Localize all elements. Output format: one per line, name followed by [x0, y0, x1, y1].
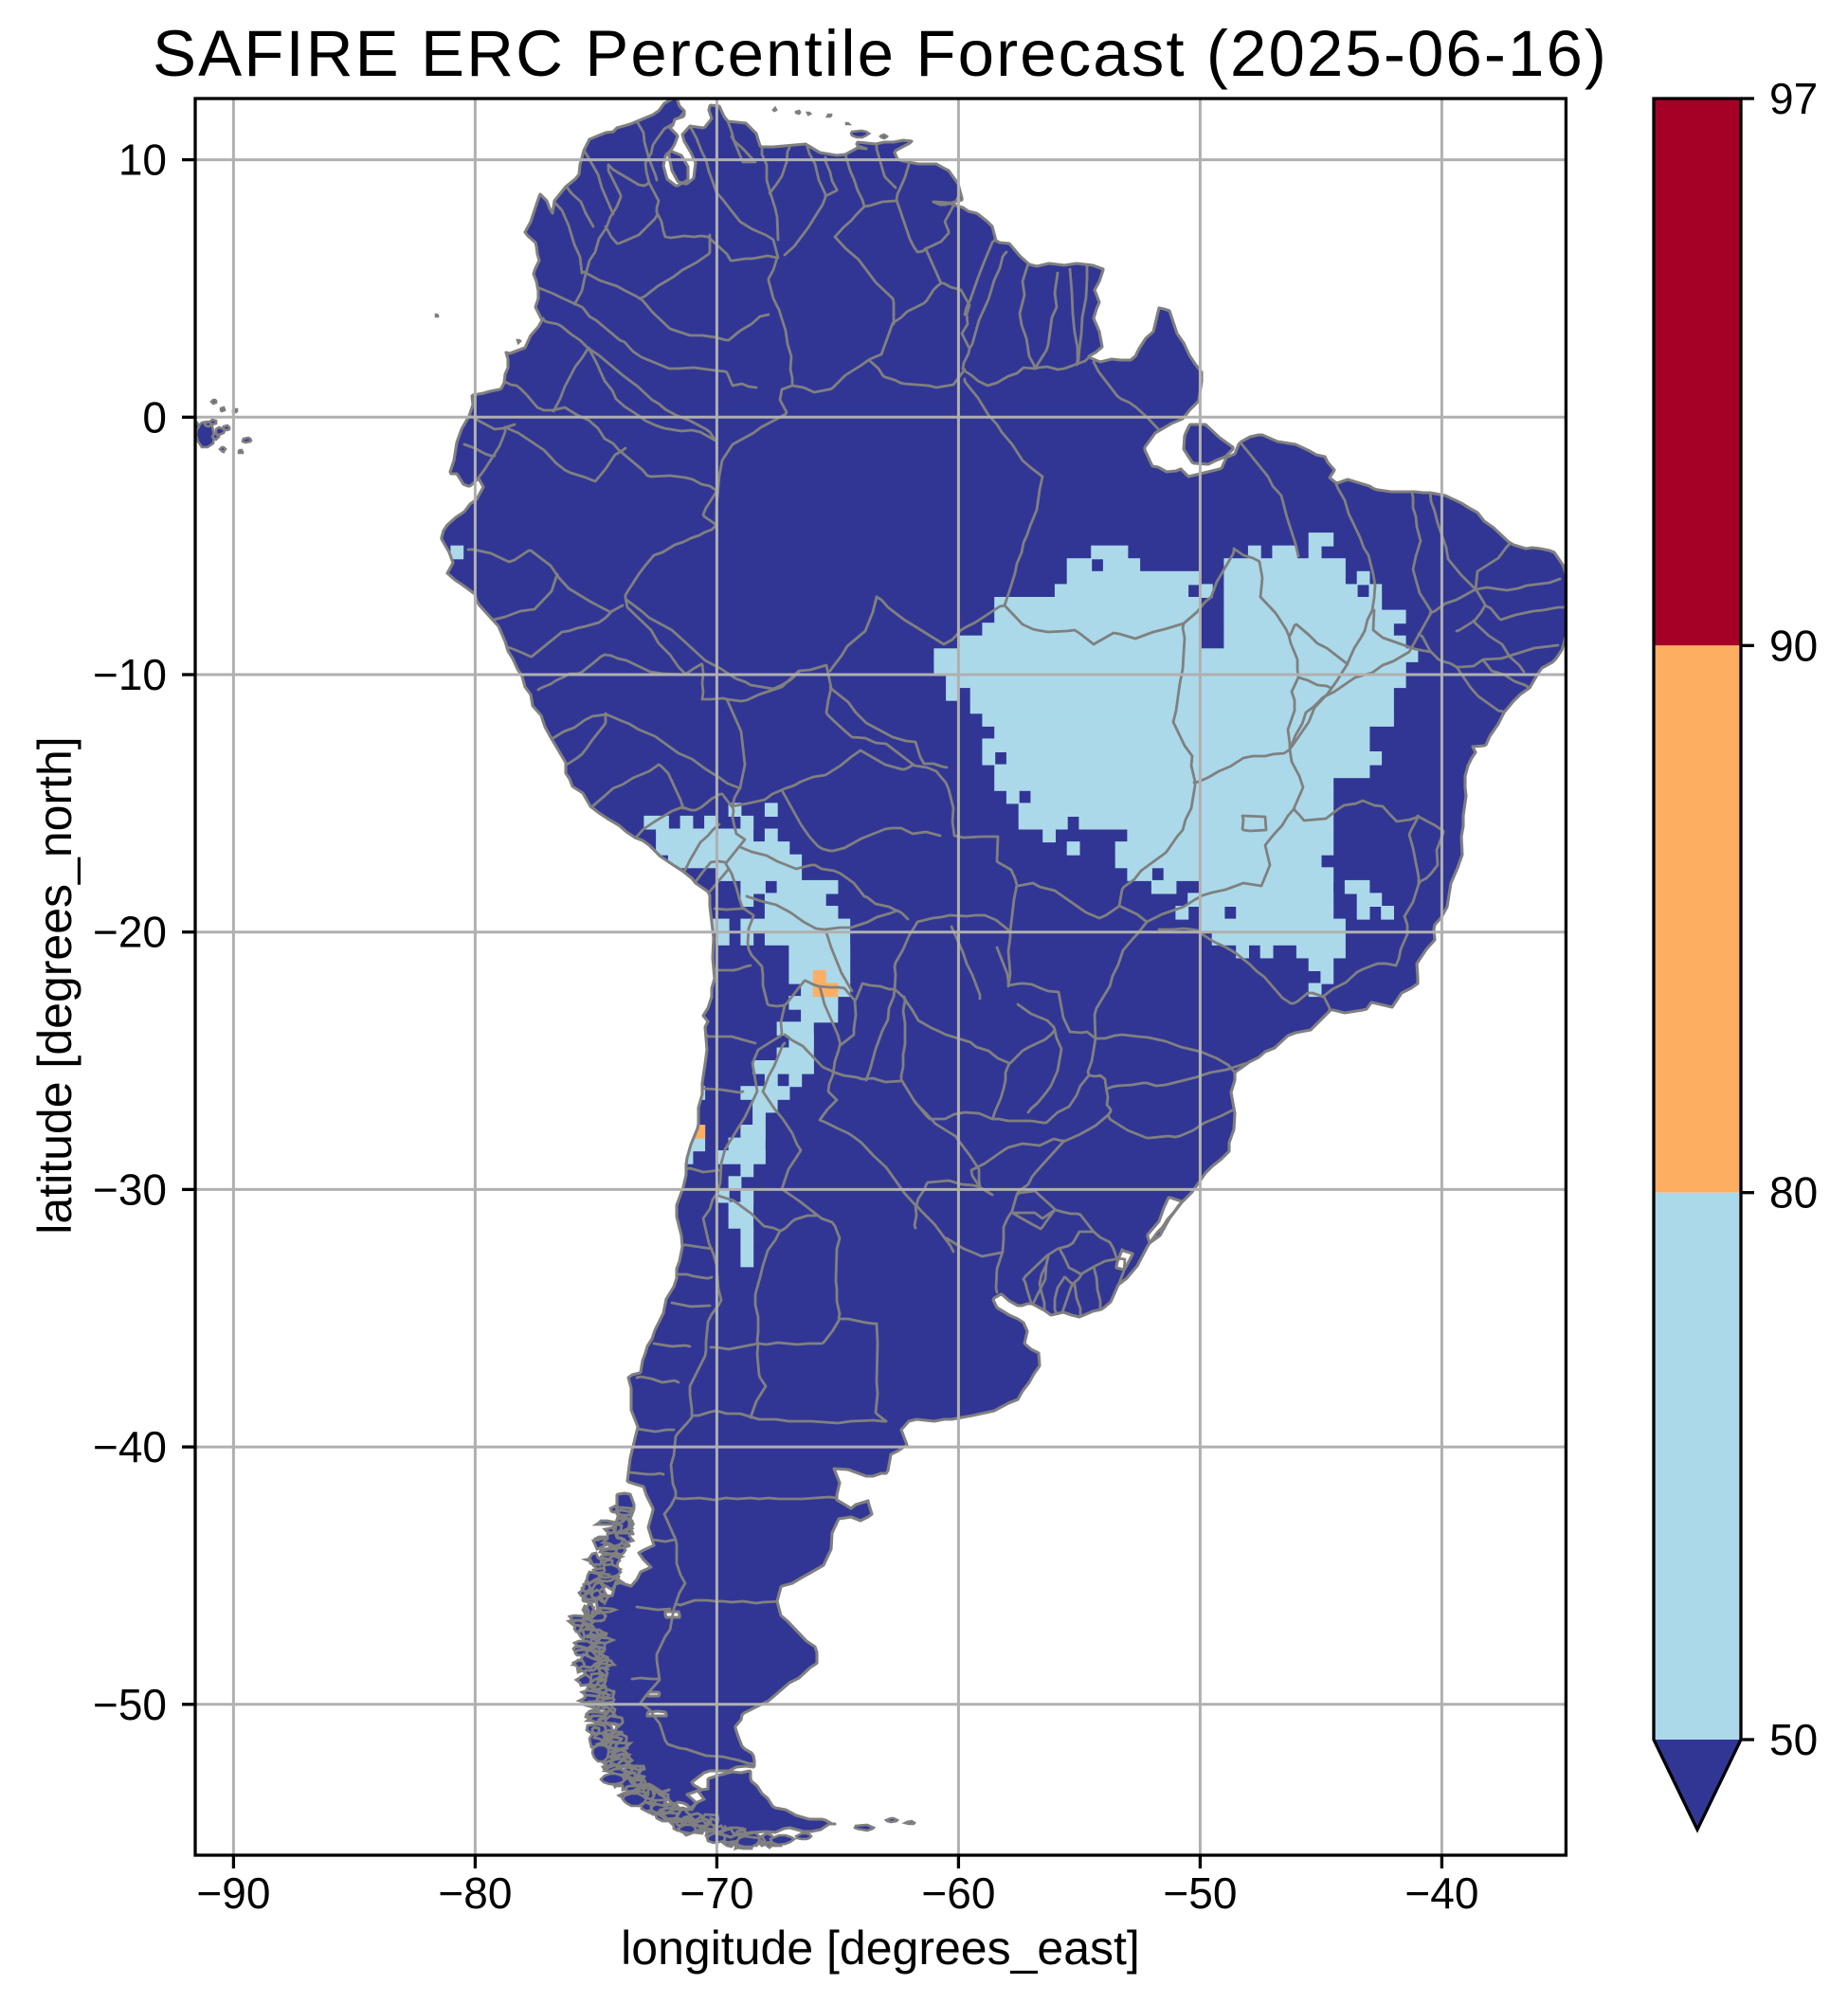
svg-text:−70: −70	[679, 1868, 753, 1918]
svg-text:97: 97	[1769, 74, 1818, 123]
svg-text:latitude [degrees_north]: latitude [degrees_north]	[28, 736, 82, 1234]
svg-text:−50: −50	[1163, 1868, 1237, 1918]
svg-text:−20: −20	[93, 908, 167, 957]
svg-text:−80: −80	[438, 1868, 512, 1918]
svg-text:SAFIRE ERC Percentile Forecast: SAFIRE ERC Percentile Forecast (2025-06-…	[153, 17, 1608, 90]
svg-text:10: 10	[118, 135, 167, 185]
svg-text:50: 50	[1769, 1715, 1818, 1764]
svg-text:−40: −40	[1404, 1868, 1478, 1918]
svg-text:−90: −90	[196, 1868, 270, 1918]
svg-text:−40: −40	[93, 1422, 167, 1471]
svg-text:−50: −50	[93, 1680, 167, 1729]
svg-text:80: 80	[1769, 1168, 1818, 1218]
svg-text:90: 90	[1769, 621, 1818, 670]
svg-text:longitude [degrees_east]: longitude [degrees_east]	[621, 1922, 1140, 1975]
svg-text:−10: −10	[93, 650, 167, 699]
svg-text:0: 0	[142, 392, 167, 442]
svg-text:−30: −30	[93, 1164, 167, 1214]
svg-text:−60: −60	[921, 1868, 995, 1918]
